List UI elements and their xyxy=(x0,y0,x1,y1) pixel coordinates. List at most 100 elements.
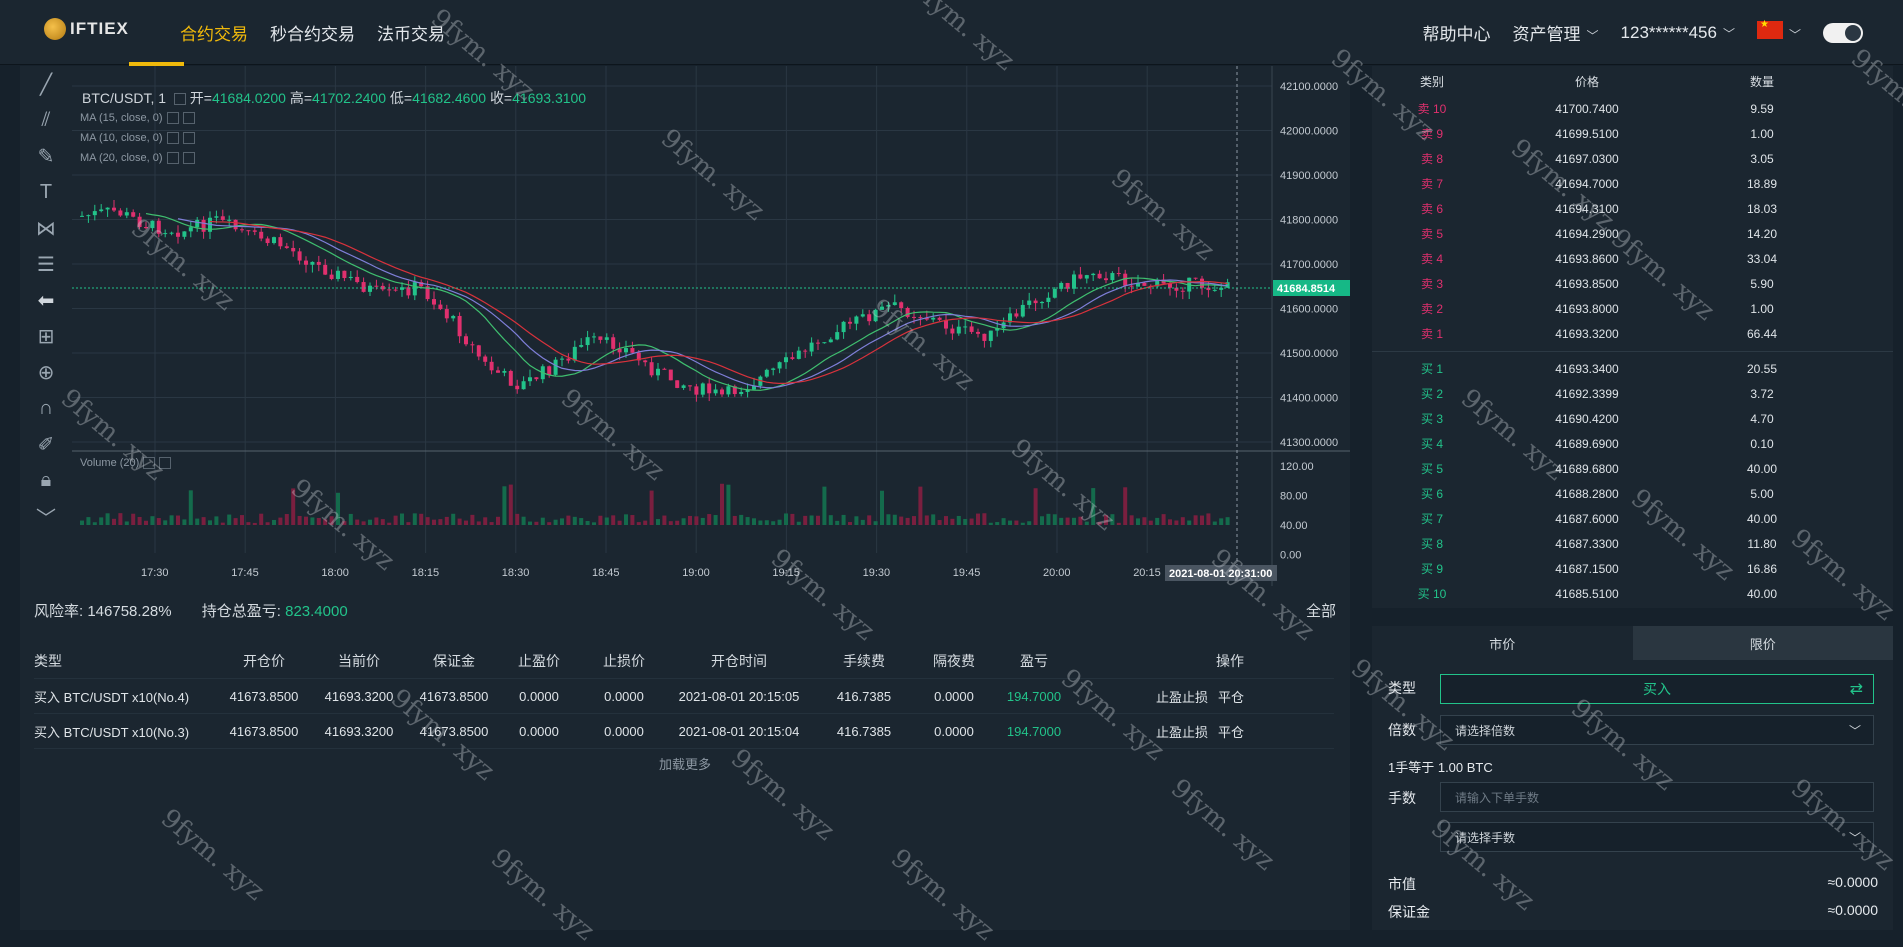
eye-icon[interactable] xyxy=(143,457,156,470)
eye-icon[interactable] xyxy=(166,132,179,145)
edit-lock-icon[interactable]: ✐ xyxy=(37,433,55,456)
chevron-down-icon[interactable]: ﹀ xyxy=(36,507,56,530)
help-center-link[interactable]: 帮助中心 xyxy=(1422,25,1491,44)
language-menu[interactable]: ﹀ xyxy=(1756,19,1801,44)
volume-bar xyxy=(592,522,596,525)
text-tool-icon[interactable]: T xyxy=(39,180,53,203)
candle-body xyxy=(950,328,955,334)
ask-row[interactable]: 卖 4 41693.8600 33.04 xyxy=(1372,246,1893,271)
buy-direction-button[interactable]: 买入 ⇄ xyxy=(1440,674,1874,704)
ask-row[interactable]: 卖 8 41697.0300 3.05 xyxy=(1372,146,1893,171)
line-tool-icon[interactable]: ╱ xyxy=(39,73,53,96)
bid-row[interactable]: 买 10 41685.5100 40.00 xyxy=(1372,581,1893,606)
fib-tool-icon[interactable]: ☰ xyxy=(37,253,55,276)
brush-tool-icon[interactable]: ✎ xyxy=(37,145,55,168)
account-menu[interactable]: 123******456 ﹀ xyxy=(1621,23,1735,43)
candle-body xyxy=(355,276,360,283)
close-position-button[interactable]: 平仓 xyxy=(1217,724,1244,740)
ma-indicator[interactable]: MA (10, close, 0) xyxy=(80,132,195,145)
theme-toggle[interactable] xyxy=(1823,22,1863,43)
candle-body xyxy=(1129,285,1134,287)
volume-bar xyxy=(649,490,654,525)
ask-row[interactable]: 卖 6 41694.3100 18.03 xyxy=(1372,196,1893,221)
lots-input[interactable]: 请输入下单手数 xyxy=(1440,782,1874,812)
quantity: 11.80 xyxy=(1747,536,1777,551)
leverage-select[interactable]: 请选择倍数 ﹀ xyxy=(1440,715,1874,745)
close-icon[interactable] xyxy=(182,152,195,165)
volume-bar xyxy=(860,519,865,525)
lots-select[interactable]: 请选择手数 ﹀ xyxy=(1440,822,1874,852)
volume-indicator[interactable]: Volume (20) xyxy=(80,457,172,470)
ma-indicator[interactable]: MA (20, close, 0) xyxy=(80,152,195,165)
asset-management-menu[interactable]: 资产管理 ﹀ xyxy=(1513,20,1599,45)
ask-row[interactable]: 卖 2 41693.8000 1.00 xyxy=(1372,296,1893,321)
volume-bar xyxy=(99,517,104,525)
candle-body xyxy=(214,216,219,218)
measure-tool-icon[interactable]: ⊞ xyxy=(37,325,55,348)
ma-indicator[interactable]: MA (15, close, 0) xyxy=(80,112,195,125)
tp-sl-button[interactable]: 止盈止损 xyxy=(1155,689,1208,705)
bid-row[interactable]: 买 3 41690.4200 4.70 xyxy=(1372,406,1893,431)
zoom-in-icon[interactable]: ⊕ xyxy=(37,361,55,384)
nav-second-contract[interactable]: 秒合约交易 xyxy=(270,25,355,44)
candle-body xyxy=(419,282,424,287)
price-chart[interactable]: 42100.0000 42000.0000 41900.0000 41800.0000… xyxy=(72,66,1350,586)
candle-body xyxy=(982,333,987,341)
close-icon[interactable] xyxy=(182,112,195,125)
candle-body xyxy=(822,342,827,344)
bid-row[interactable]: 买 2 41692.3399 3.72 xyxy=(1372,381,1893,406)
position-cell: 0.0000 xyxy=(934,688,974,704)
volume-bar xyxy=(534,521,539,525)
ask-row[interactable]: 卖 1 41693.3200 66.44 xyxy=(1372,321,1893,346)
nav-contract-trading[interactable]: 合约交易 xyxy=(180,25,248,44)
ask-row[interactable]: 卖 7 41694.7000 18.89 xyxy=(1372,171,1893,196)
time-tick-label: 20:00 xyxy=(1043,567,1071,579)
eye-icon[interactable] xyxy=(166,112,179,125)
lock-icon[interactable]: 🔒︎ xyxy=(40,468,52,491)
volume-bar xyxy=(956,515,961,525)
close-icon[interactable] xyxy=(182,132,195,145)
eye-icon[interactable] xyxy=(166,152,179,165)
time-tick-label: 18:15 xyxy=(412,567,440,579)
back-arrow-icon[interactable]: ⬅ xyxy=(37,289,55,312)
candlestick-chart[interactable]: 42100.0000 42000.0000 41900.0000 41800.0000… xyxy=(72,66,1350,586)
volume-bar xyxy=(515,513,520,525)
bid-row[interactable]: 买 9 41687.1500 16.86 xyxy=(1372,556,1893,581)
show-all-button[interactable]: 全部 xyxy=(1305,603,1336,620)
bid-row[interactable]: 买 8 41687.3300 11.80 xyxy=(1372,531,1893,556)
bid-row[interactable]: 买 7 41687.6000 40.00 xyxy=(1372,506,1893,531)
bid-row[interactable]: 买 5 41689.6800 40.00 xyxy=(1372,456,1893,481)
swap-icon[interactable]: ⇄ xyxy=(1849,681,1863,698)
bid-row[interactable]: 买 6 41688.2800 5.00 xyxy=(1372,481,1893,506)
candle-body xyxy=(528,377,532,382)
tab-market[interactable]: 市价 xyxy=(1372,626,1633,660)
ma20-line xyxy=(209,220,1228,385)
candle-body xyxy=(899,302,904,308)
tp-sl-button[interactable]: 止盈止损 xyxy=(1155,724,1208,740)
settings-icon[interactable] xyxy=(173,93,186,106)
candle-body xyxy=(771,368,776,370)
close-position-button[interactable]: 平仓 xyxy=(1217,689,1244,705)
ask-row[interactable]: 卖 10 41700.7400 9.59 xyxy=(1372,96,1893,121)
col-header: 类型 xyxy=(34,653,62,669)
bid-row[interactable]: 买 1 41693.3400 20.55 xyxy=(1372,356,1893,381)
ask-row[interactable]: 卖 9 41699.5100 1.00 xyxy=(1372,121,1893,146)
close-icon[interactable] xyxy=(159,457,172,470)
price: 41692.3399 xyxy=(1555,386,1619,401)
pattern-tool-icon[interactable]: ⋈ xyxy=(36,217,56,240)
load-more-link[interactable]: 加载更多 xyxy=(658,757,711,772)
volume-bar xyxy=(1097,521,1102,525)
volume-bar xyxy=(521,516,526,525)
candle-body xyxy=(803,350,808,352)
logo[interactable]: IFTIEX xyxy=(44,18,129,40)
multi-line-tool-icon[interactable]: ⫽ xyxy=(41,108,51,131)
volume-bar xyxy=(777,519,782,525)
tab-limit[interactable]: 限价 xyxy=(1632,626,1893,660)
candle-body xyxy=(860,314,865,317)
ask-row[interactable]: 卖 3 41693.8500 5.90 xyxy=(1372,271,1893,296)
volume-bar xyxy=(924,515,929,525)
nav-fiat-trading[interactable]: 法币交易 xyxy=(377,25,445,44)
bid-row[interactable]: 买 4 41689.6900 0.10 xyxy=(1372,431,1893,456)
ask-row[interactable]: 卖 5 41694.2900 14.20 xyxy=(1372,221,1893,246)
magnet-icon[interactable]: ∩ xyxy=(38,396,54,419)
